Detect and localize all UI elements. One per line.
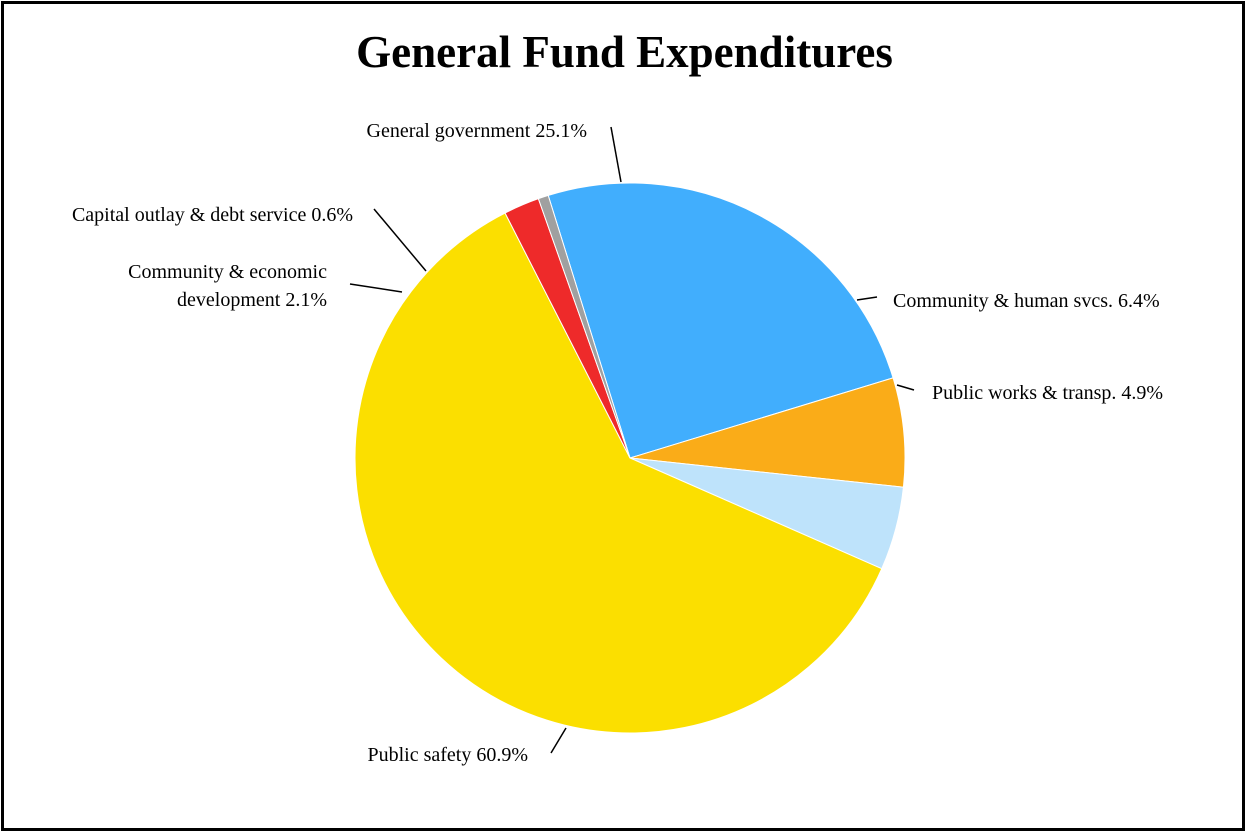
pie-slice-public-safety — [354, 212, 883, 734]
slice-label-line: Community & economic — [128, 261, 327, 283]
slice-label-community-economic-development: Community & economic development 2.1% — [128, 261, 327, 311]
slice-label-line: Community & human svcs. 6.4% — [893, 290, 1160, 312]
leader-lines — [349, 126, 915, 754]
pie-slice-general-government — [547, 182, 894, 459]
pie-slice-community-human-svcs — [629, 377, 906, 488]
leader-line-community-human-svcs — [856, 296, 878, 301]
slice-labels: General government 25.1% Community & huma… — [72, 120, 1163, 766]
slice-label-line: Public works & transp. 4.9% — [932, 382, 1163, 404]
slice-label-line: Public safety 60.9% — [367, 744, 528, 766]
slice-label-public-works-transp: Public works & transp. 4.9% — [932, 382, 1163, 404]
pie-slices — [354, 182, 906, 734]
chart-title: General Fund Expenditures — [356, 27, 893, 77]
slice-label-line: Capital outlay & debt service 0.6% — [72, 204, 353, 226]
slice-label-line: development 2.1% — [177, 289, 327, 311]
pie-slice-capital-outlay-debt-service — [537, 194, 631, 459]
leader-line-capital-outlay-debt-service — [373, 208, 427, 272]
leader-line-public-safety — [550, 727, 567, 754]
slice-label-capital-outlay-debt-service: Capital outlay & debt service 0.6% — [72, 204, 353, 226]
slice-label-line: General government 25.1% — [367, 120, 587, 142]
leader-line-general-government — [610, 126, 622, 183]
leader-line-public-works-transp — [896, 384, 915, 391]
slice-label-public-safety: Public safety 60.9% — [367, 744, 528, 766]
leader-line-community-economic-development — [349, 283, 403, 293]
slice-label-general-government: General government 25.1% — [367, 120, 587, 142]
slice-label-community-human-svcs: Community & human svcs. 6.4% — [893, 290, 1160, 312]
